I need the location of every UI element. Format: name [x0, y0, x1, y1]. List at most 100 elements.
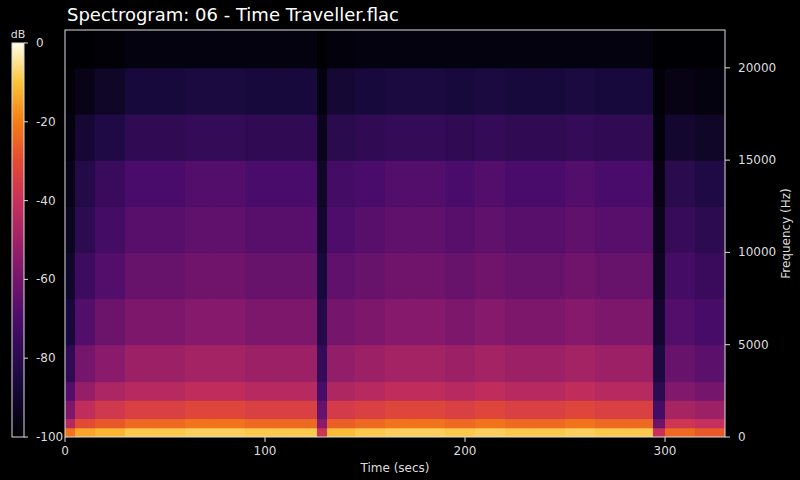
cell [695, 68, 725, 115]
colorbar-tick-label: 0 [36, 36, 44, 50]
cell [245, 428, 276, 437]
cell [445, 419, 476, 429]
cell [695, 252, 725, 299]
cell [185, 299, 216, 346]
cell [565, 400, 596, 419]
cell [415, 345, 446, 382]
cell [215, 400, 246, 419]
x-tick [465, 437, 466, 442]
cell [305, 252, 318, 299]
cell [415, 160, 446, 207]
cell [95, 419, 126, 429]
cell [565, 299, 596, 346]
cell [65, 252, 76, 299]
y-axis-label: Frequency (Hz) [779, 188, 793, 279]
cell [665, 68, 696, 115]
cell [665, 299, 696, 346]
cell [445, 114, 476, 161]
cell [305, 30, 318, 68]
cell [385, 114, 416, 161]
cell [75, 206, 96, 253]
colorbar-tick [24, 121, 28, 122]
cell [625, 160, 654, 207]
cell [65, 30, 76, 68]
cell [565, 114, 596, 161]
colorbar-tick-label: -40 [36, 194, 56, 208]
cell [215, 345, 246, 382]
cell [95, 299, 126, 346]
cell [505, 345, 536, 382]
cell [385, 299, 416, 346]
cell [215, 419, 246, 429]
y-tick-label: 0 [738, 430, 746, 444]
colorbar-tick [24, 437, 28, 438]
cell [275, 160, 306, 207]
cell [75, 419, 96, 429]
cell [245, 400, 276, 419]
cell [475, 206, 506, 253]
cell [625, 252, 654, 299]
cell [535, 345, 566, 382]
cell [415, 252, 446, 299]
cell [625, 400, 654, 419]
colorbar-tick [24, 200, 28, 201]
cell [245, 114, 276, 161]
cell [505, 252, 536, 299]
colorbar-tick-label: -60 [36, 272, 56, 286]
cell [327, 382, 356, 401]
cell [695, 345, 725, 382]
cell [445, 30, 476, 68]
cell [125, 114, 156, 161]
cell [125, 68, 156, 115]
y-tick [725, 344, 730, 345]
cell [595, 252, 626, 299]
cell [385, 382, 416, 401]
cell [665, 345, 696, 382]
cell [653, 382, 666, 401]
x-tick-label: 300 [654, 444, 677, 458]
cell [653, 419, 666, 429]
y-tick [725, 252, 730, 253]
cell [535, 206, 566, 253]
cell [185, 68, 216, 115]
cell [475, 428, 506, 437]
cell [305, 114, 318, 161]
cell [327, 206, 356, 253]
cell [245, 345, 276, 382]
cell [653, 400, 666, 419]
cell [475, 30, 506, 68]
x-tick [65, 437, 66, 442]
cell [415, 206, 446, 253]
x-tick-label: 200 [454, 444, 477, 458]
cell [505, 419, 536, 429]
cell [95, 428, 126, 437]
cell [95, 400, 126, 419]
cell [155, 382, 186, 401]
cell [695, 428, 725, 437]
colorbar-tick [24, 279, 28, 280]
cell [355, 30, 386, 68]
cell [75, 68, 96, 115]
cell [475, 419, 506, 429]
cell [125, 345, 156, 382]
cell [475, 160, 506, 207]
cell [215, 299, 246, 346]
cell [535, 299, 566, 346]
x-tick-label: 0 [61, 444, 69, 458]
cell [355, 206, 386, 253]
cells [65, 30, 725, 437]
cell [305, 68, 318, 115]
cell [415, 428, 446, 437]
cell [445, 400, 476, 419]
cell [75, 345, 96, 382]
cell [355, 114, 386, 161]
cell [275, 345, 306, 382]
cell [305, 299, 318, 346]
cell [185, 428, 216, 437]
colorbar-tick [24, 43, 28, 44]
cell [653, 428, 666, 437]
cell [275, 299, 306, 346]
cell [385, 30, 416, 68]
cell [565, 345, 596, 382]
cell [245, 160, 276, 207]
